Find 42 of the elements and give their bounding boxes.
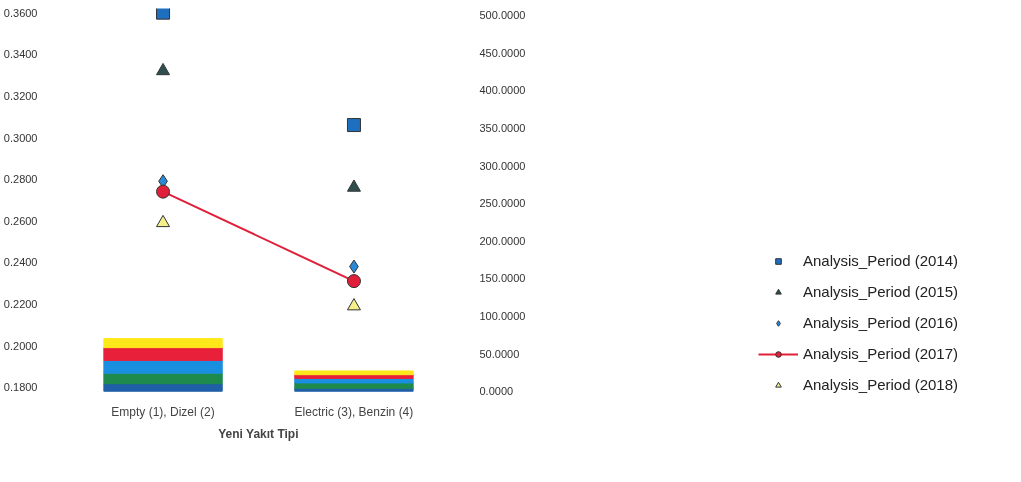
bar <box>103 359 223 374</box>
y2-tick-label: 400.0000 <box>479 84 526 97</box>
y-tick-label: 0.3200 <box>3 89 38 102</box>
bar <box>294 370 414 376</box>
point <box>156 8 171 20</box>
bar <box>294 377 414 384</box>
y2-tick-label: 500.0000 <box>479 9 526 22</box>
bar <box>103 347 223 361</box>
legend-label: Analysis_Period (2014) <box>802 252 959 269</box>
y-tick-label: 0.1800 <box>3 381 38 394</box>
x-axis-title: Yeni Yakıt Tipi <box>218 426 299 441</box>
legend-label: Analysis_Period (2017) <box>802 345 959 362</box>
y-tick-label: 0.2000 <box>3 339 38 352</box>
y2-tick-label: 450.0000 <box>479 46 526 59</box>
y-tick-label: 0.2800 <box>3 173 38 186</box>
y2-tick-label: 250.0000 <box>479 197 526 210</box>
y2-tick-label: 50.0000 <box>479 347 520 360</box>
legend-label: Analysis_Period (2018) <box>802 376 959 393</box>
point <box>346 274 361 289</box>
point <box>346 298 361 311</box>
point <box>346 118 361 133</box>
point <box>156 184 171 199</box>
y-tick-label: 0.2600 <box>3 214 38 227</box>
y2-tick-label: 150.0000 <box>479 272 526 285</box>
point <box>156 214 171 228</box>
y-tick-label: 0.3600 <box>3 6 38 19</box>
y2-tick-label: 0.0000 <box>479 385 514 398</box>
y2-tick-label: 100.0000 <box>479 310 526 323</box>
y-tick-label: 0.3400 <box>3 48 38 61</box>
y-tick-label: 0.3000 <box>3 131 38 144</box>
x-tick-label: Electric (3), Benzin (4) <box>294 404 414 419</box>
y-tick-label: 0.2400 <box>3 256 38 269</box>
legend-label: Analysis_Period (2016) <box>802 314 959 331</box>
y2-tick-label: 350.0000 <box>479 122 526 135</box>
y2-tick-label: 300.0000 <box>479 159 526 172</box>
bar <box>103 338 223 349</box>
y2-tick-label: 200.0000 <box>479 234 526 247</box>
point <box>346 179 361 192</box>
x-tick-label: Empty (1), Dizel (2) <box>111 404 215 419</box>
y-tick-label: 0.2200 <box>3 298 38 311</box>
legend-label: Analysis_Period (2015) <box>802 283 959 300</box>
bar <box>103 383 223 392</box>
